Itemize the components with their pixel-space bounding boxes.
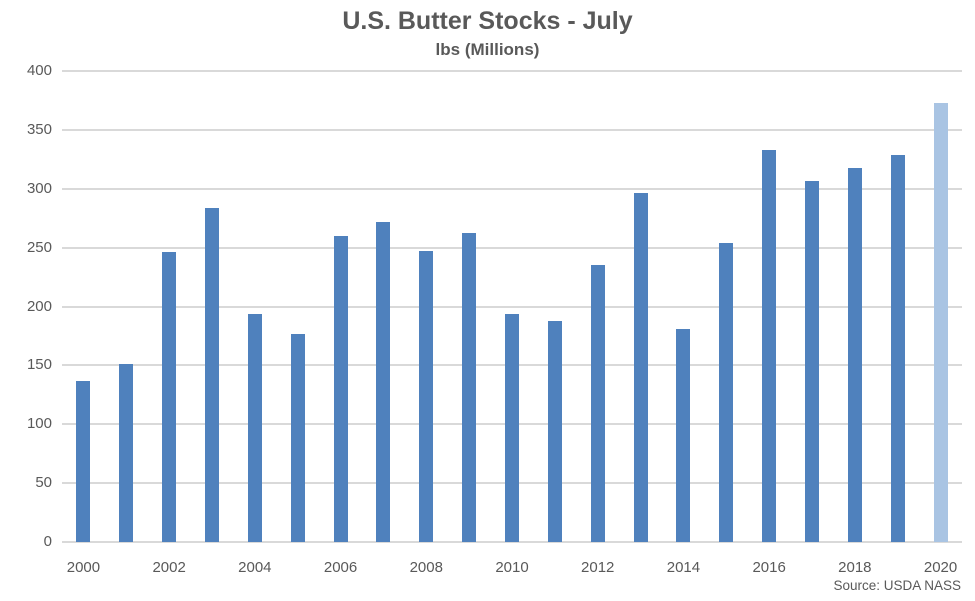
y-tick-label-150: 150 xyxy=(26,356,52,374)
bar-2014 xyxy=(676,328,691,542)
bar-2007 xyxy=(376,221,391,542)
y-tick-label-350: 350 xyxy=(26,120,52,138)
bar-2020 xyxy=(933,102,948,542)
x-tick-label-2002: 2002 xyxy=(152,559,186,576)
bar-2001 xyxy=(119,364,134,542)
bar-2000 xyxy=(76,380,91,542)
bar-2006 xyxy=(333,235,348,542)
x-tick-label-2020: 2020 xyxy=(923,559,958,576)
bar-2010 xyxy=(505,313,519,542)
bar-2009 xyxy=(462,233,477,542)
gridline-350 xyxy=(62,128,962,131)
bar-2005 xyxy=(290,333,305,542)
y-tick-label-250: 250 xyxy=(26,238,52,256)
y-tick-label-300: 300 xyxy=(26,179,52,197)
x-tick-label-2016: 2016 xyxy=(752,559,786,576)
gridline-0 xyxy=(62,541,962,543)
bar-2013 xyxy=(633,193,648,542)
chart-subtitle: lbs (Millions) xyxy=(435,40,540,59)
bar-2019 xyxy=(890,154,905,542)
gridline-250 xyxy=(62,246,962,249)
x-tick-label-2008: 2008 xyxy=(409,559,443,576)
x-tick-label-2018: 2018 xyxy=(838,559,872,576)
bar-2002 xyxy=(162,252,177,542)
bar-2011 xyxy=(547,320,562,542)
source-label: Source: USDA NASS xyxy=(833,578,961,593)
gridline-400 xyxy=(62,70,962,72)
x-tick-label-2006: 2006 xyxy=(323,559,358,576)
chart-title: U.S. Butter Stocks - July xyxy=(342,7,633,35)
bar-2016 xyxy=(762,149,777,542)
x-tick-label-2014: 2014 xyxy=(666,559,701,576)
plot-area xyxy=(62,70,962,543)
x-tick-label-2000: 2000 xyxy=(66,559,101,576)
x-tick-label-2012: 2012 xyxy=(581,559,615,576)
gridline-300 xyxy=(62,187,962,190)
bar-2012 xyxy=(590,265,605,542)
bar-2015 xyxy=(719,242,734,542)
bar-2008 xyxy=(419,251,434,542)
y-tick-label-400: 400 xyxy=(26,62,52,79)
y-tick-label-100: 100 xyxy=(26,415,52,433)
y-tick-label-50: 50 xyxy=(35,474,52,492)
y-tick-label-0: 0 xyxy=(43,533,52,550)
bar-2017 xyxy=(805,180,819,542)
y-tick-label-200: 200 xyxy=(26,297,52,315)
x-tick-label-2004: 2004 xyxy=(238,559,272,576)
gridline-200 xyxy=(62,305,962,308)
bar-2003 xyxy=(205,207,219,542)
bar-2004 xyxy=(247,313,262,542)
x-tick-label-2010: 2010 xyxy=(495,559,529,576)
bar-2018 xyxy=(847,167,862,542)
